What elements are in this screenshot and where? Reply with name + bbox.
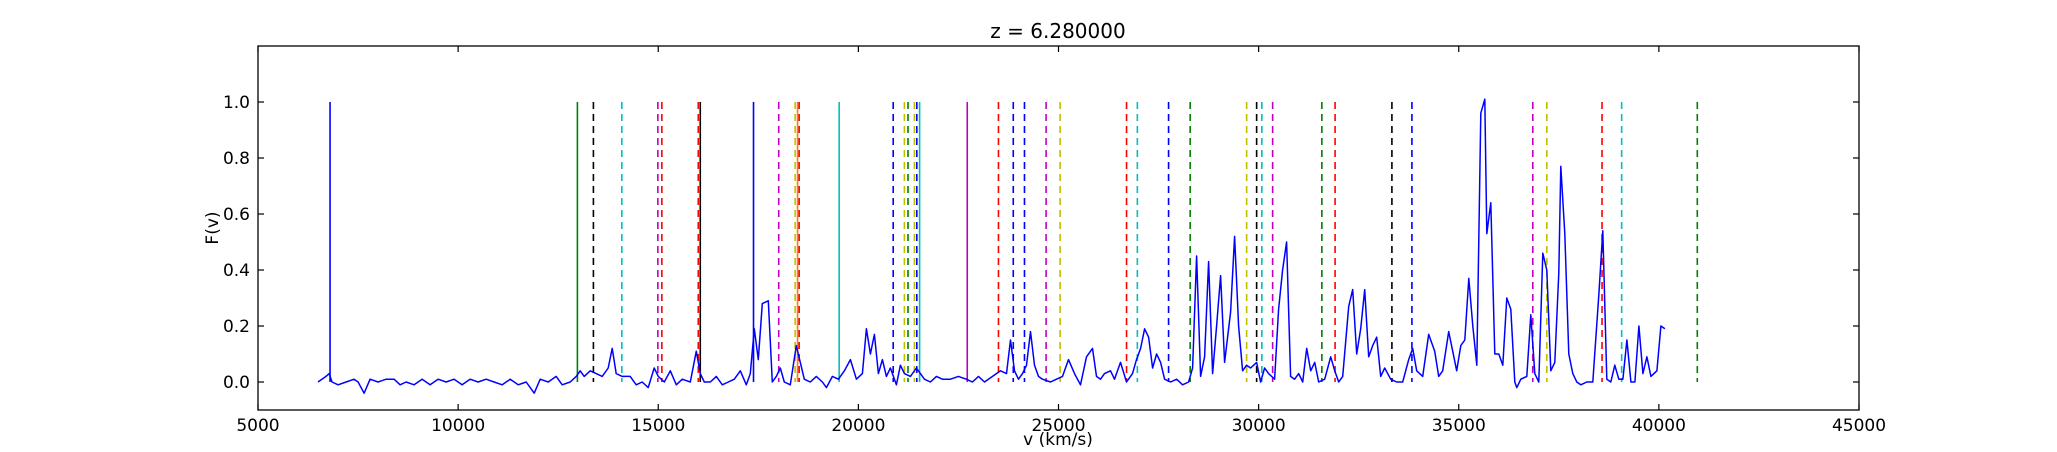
x-tick-label-4: 25000 [1031,416,1085,436]
x-tick-label-5: 30000 [1232,416,1286,436]
x-axis-label: v (km/s) [1023,430,1093,450]
x-tick-label-0: 5000 [236,416,279,436]
y-tick-label-4: 0.8 [223,149,250,169]
x-tick-label-3: 20000 [831,416,885,436]
chart-title: z = 6.280000 [990,19,1125,43]
x-tick-label-1: 10000 [431,416,485,436]
x-axis: 5000 10000 15000 20000 25000 30000 35000 40000 4… [236,46,1886,436]
y-axis: 0.0 0.2 0.4 0.6 0.8 1.0 [223,93,1859,393]
x-tick-label-8: 45000 [1832,416,1886,436]
y-tick-label-2: 0.4 [223,261,250,281]
series-layer [317,98,1666,394]
y-tick-label-5: 1.0 [223,93,250,113]
y-tick-label-0: 0.0 [223,373,250,393]
y-axis-label: F(v) [203,211,223,244]
x-tick-label-6: 35000 [1432,416,1486,436]
y-tick-label-1: 0.2 [223,317,250,337]
marker-lines [329,102,1699,382]
x-tick-label-2: 15000 [631,416,685,436]
plot-frame [257,45,1860,411]
x-tick-label-7: 40000 [1632,416,1686,436]
y-tick-label-3: 0.6 [223,205,250,225]
flux-series-line-0 [317,98,1666,394]
